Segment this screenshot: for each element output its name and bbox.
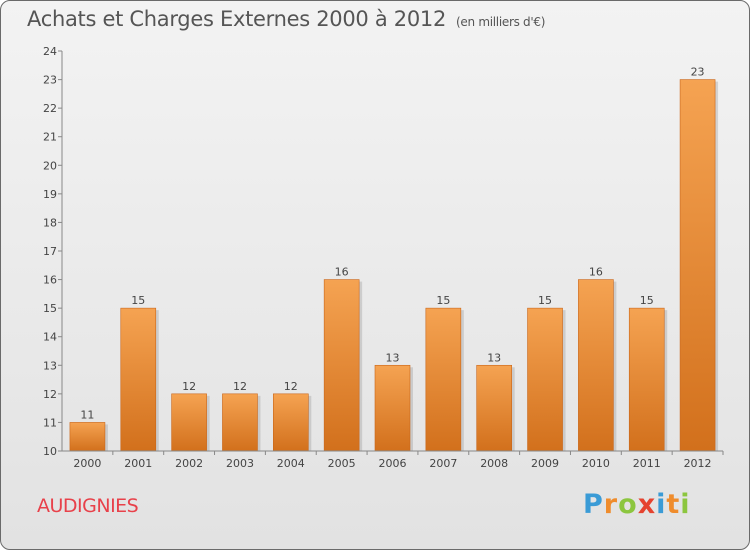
logo-letter: i xyxy=(656,489,667,520)
x-tick-label: 2000 xyxy=(73,457,101,470)
x-tick-label: 2005 xyxy=(328,457,356,470)
x-tick-label: 2007 xyxy=(429,457,457,470)
bar-value-label: 15 xyxy=(131,294,145,307)
y-tick-label: 16 xyxy=(43,274,57,287)
bar[interactable] xyxy=(425,307,462,452)
x-tick-label: 2002 xyxy=(175,457,203,470)
bar-value-label: 12 xyxy=(284,380,298,393)
y-tick-label: 13 xyxy=(43,359,57,372)
y-tick-label: 11 xyxy=(43,416,57,429)
logo-letter: t xyxy=(666,489,681,520)
y-tick-label: 10 xyxy=(43,445,57,458)
bar[interactable] xyxy=(679,79,716,452)
bar[interactable] xyxy=(628,307,665,452)
bar-value-label: 12 xyxy=(182,380,196,393)
bar[interactable] xyxy=(120,307,157,452)
x-tick-label: 2012 xyxy=(684,457,712,470)
logo-letter: r xyxy=(603,489,619,520)
bar[interactable] xyxy=(171,393,207,452)
bar-value-label: 16 xyxy=(589,266,603,279)
x-tick-label: 2003 xyxy=(226,457,254,470)
chart-title: Achats et Charges Externes 2000 à 2012 (e… xyxy=(27,7,545,31)
y-tick-label: 21 xyxy=(43,131,57,144)
bar[interactable] xyxy=(69,422,106,452)
x-tick-label: 2011 xyxy=(633,457,661,470)
y-tick-label: 24 xyxy=(43,45,57,58)
bar-value-label: 12 xyxy=(233,380,247,393)
logo-letter: x xyxy=(637,489,657,520)
bar-value-label: 13 xyxy=(386,351,400,364)
chart-unit-note: (en milliers d'€) xyxy=(456,15,546,29)
x-tick-label: 2006 xyxy=(379,457,407,470)
logo-letter: o xyxy=(618,489,638,520)
bar[interactable] xyxy=(273,393,309,452)
bar[interactable] xyxy=(527,307,563,452)
y-tick-label: 18 xyxy=(43,216,57,229)
bars-group: 11 15 12 12 12 16 13 15 13 15 16 15 23 xyxy=(69,66,719,452)
y-tick-label: 12 xyxy=(43,388,57,401)
bar[interactable] xyxy=(476,364,512,452)
y-tick-label: 20 xyxy=(43,159,57,172)
logo-letter: P xyxy=(583,489,604,520)
y-tick-label: 23 xyxy=(43,74,57,87)
y-tick-label: 19 xyxy=(43,188,57,201)
y-tick-label: 17 xyxy=(43,245,57,258)
logo-letter: i xyxy=(680,489,691,520)
x-tick-label: 2004 xyxy=(277,457,305,470)
x-tick-label: 2001 xyxy=(124,457,152,470)
bar-value-label: 13 xyxy=(487,351,501,364)
bar-value-label: 11 xyxy=(80,408,94,421)
bar-value-label: 23 xyxy=(691,66,705,79)
bar[interactable] xyxy=(222,393,258,452)
bar[interactable] xyxy=(323,279,360,452)
chart-title-text: Achats et Charges Externes 2000 à 2012 xyxy=(27,7,447,31)
bar[interactable] xyxy=(374,364,411,452)
location-name: AUDIGNIES xyxy=(37,495,139,517)
bar-value-label: 16 xyxy=(335,266,349,279)
bar-value-label: 15 xyxy=(538,294,552,307)
x-tick-label: 2008 xyxy=(480,457,508,470)
bar-value-label: 15 xyxy=(436,294,450,307)
y-tick-label: 22 xyxy=(43,102,57,115)
proxiti-logo[interactable]: Proxiti xyxy=(583,489,691,520)
y-tick-label: 15 xyxy=(43,302,57,315)
bar[interactable] xyxy=(578,279,614,452)
axes-group: 10 11 12 13 14 15 16 17 18 19 20 21 22 23 24 2000 2001 20… xyxy=(43,45,724,470)
y-tick-label: 14 xyxy=(43,331,57,344)
bar-value-label: 15 xyxy=(640,294,654,307)
x-tick-label: 2010 xyxy=(582,457,610,470)
x-tick-label: 2009 xyxy=(531,457,559,470)
